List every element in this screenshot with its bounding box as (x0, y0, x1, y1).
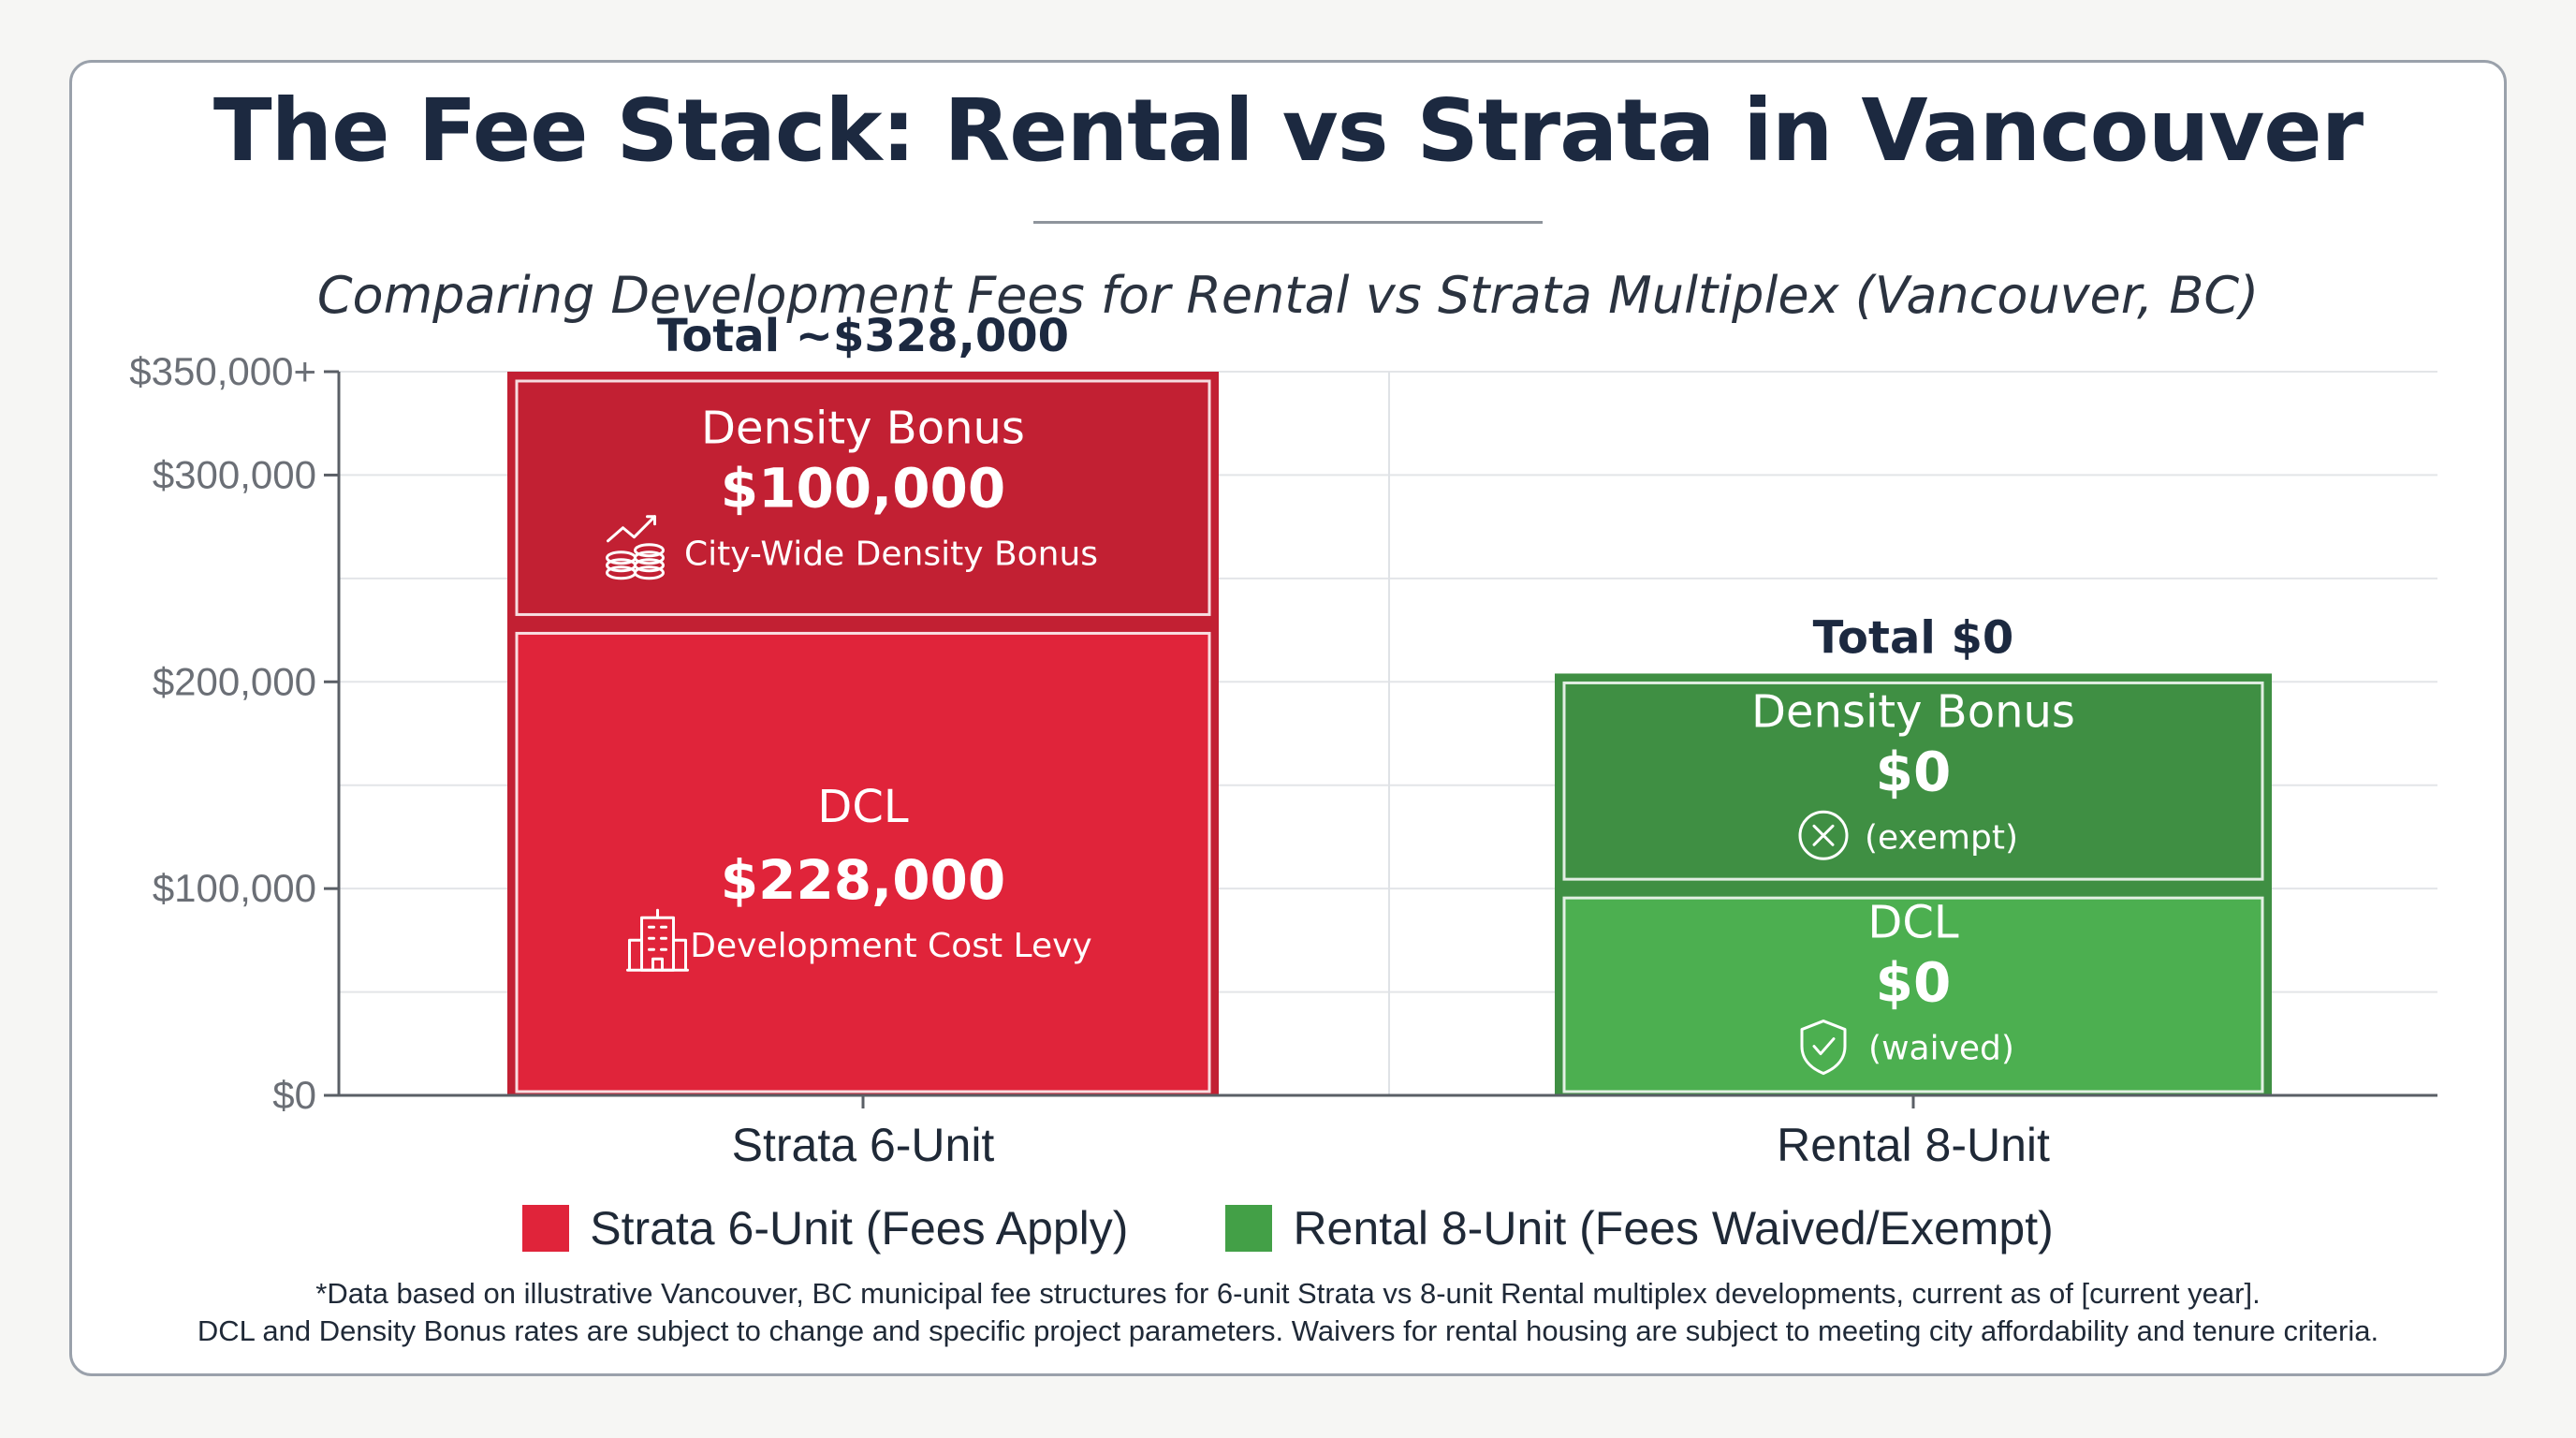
bar-total-label: Total ~$328,000 (657, 310, 1069, 362)
legend-item-strata: Strata 6-Unit (Fees Apply) (522, 1201, 1128, 1255)
y-tick-label: $200,000 (153, 659, 316, 703)
y-tick-label: $300,000 (153, 452, 316, 496)
building-icon (626, 908, 689, 972)
coins-growth-icon (606, 515, 665, 580)
shield-check-icon (1800, 1020, 1847, 1076)
legend-swatch-strata (522, 1205, 570, 1252)
bar-segment (1562, 896, 2264, 1093)
segment-value-label: $0 (1876, 951, 1952, 1015)
legend-item-rental: Rental 8-Unit (Fees Waived/Exempt) (1225, 1201, 2054, 1255)
circle-x-icon (1798, 810, 1849, 860)
title-divider (1033, 221, 1543, 224)
legend-swatch-rental (1225, 1205, 1273, 1252)
category-label: Rental 8-Unit (1777, 1119, 2050, 1171)
segment-note: (waived) (1868, 1030, 2014, 1068)
segment-note: (exempt) (1865, 818, 2018, 857)
segment-label: DCL (817, 781, 908, 833)
segment-label: Density Bonus (701, 403, 1025, 455)
segment-note: Development Cost Levy (690, 927, 1091, 965)
footnote-line-2: DCL and Density Bonus rates are subject … (197, 1314, 2379, 1347)
y-tick-label: $350,000+ (129, 349, 316, 393)
y-tick-label: $0 (272, 1073, 316, 1117)
category-label: Strata 6-Unit (732, 1119, 995, 1171)
bar-total-label: Total $0 (1813, 611, 2014, 664)
legend-label-rental: Rental 8-Unit (Fees Waived/Exempt) (1293, 1202, 2054, 1255)
segment-value-label: $0 (1876, 740, 1952, 803)
footnote: *Data based on illustrative Vancouver, B… (0, 1275, 2576, 1350)
bar-segment (1562, 681, 2264, 881)
footnote-line-1: *Data based on illustrative Vancouver, B… (315, 1277, 2261, 1310)
legend: Strata 6-Unit (Fees Apply) Rental 8-Unit… (0, 1198, 2576, 1258)
segment-value-label: $228,000 (721, 848, 1006, 912)
chart-title: The Fee Stack: Rental vs Strata in Vanco… (212, 81, 2364, 181)
y-tick-label: $100,000 (153, 866, 316, 910)
segment-label: Density Bonus (1751, 685, 2075, 738)
legend-label-strata: Strata 6-Unit (Fees Apply) (590, 1202, 1129, 1255)
bar-segment (515, 631, 1211, 1093)
segment-note: City-Wide Density Bonus (684, 536, 1098, 574)
segment-value-label: $100,000 (721, 457, 1006, 521)
segment-label: DCL (1867, 897, 1958, 949)
chart-subtitle: Comparing Development Fees for Rental vs… (316, 266, 2260, 325)
